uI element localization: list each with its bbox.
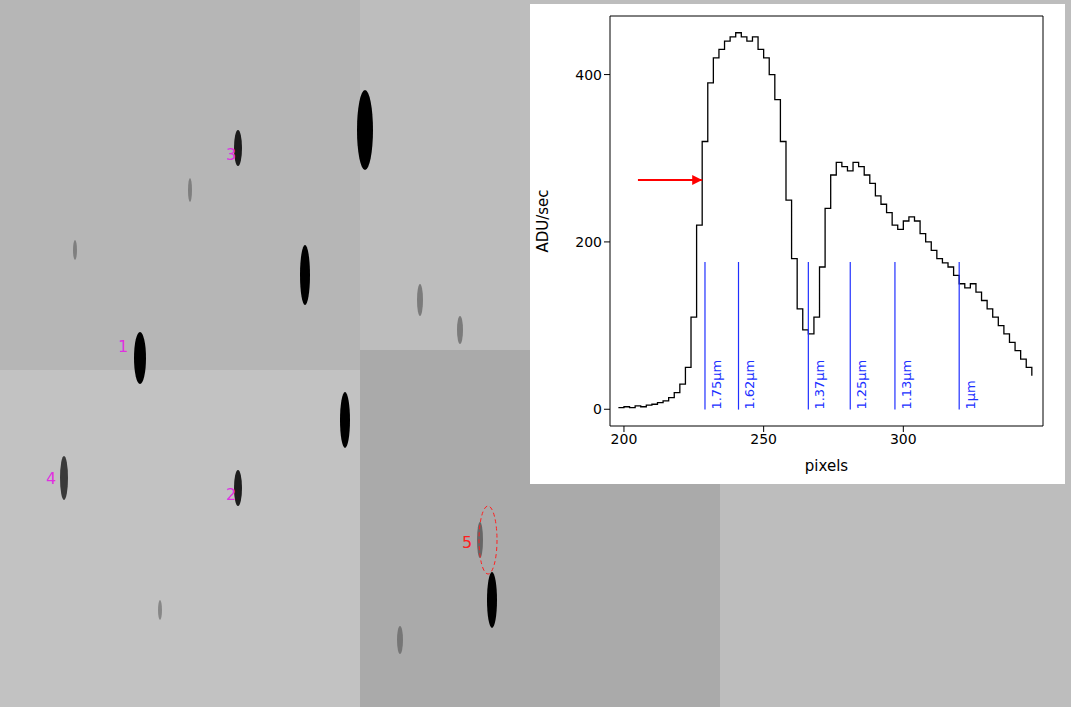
- svg-text:300: 300: [890, 431, 917, 447]
- svg-text:ADU/sec: ADU/sec: [534, 189, 552, 252]
- svg-text:pixels: pixels: [805, 457, 849, 475]
- svg-text:250: 250: [750, 431, 777, 447]
- svg-text:1μm: 1μm: [963, 380, 978, 409]
- svg-text:1.25μm: 1.25μm: [854, 360, 869, 410]
- svg-text:2: 2: [226, 485, 236, 504]
- svg-text:400: 400: [575, 67, 602, 83]
- svg-text:1: 1: [118, 337, 128, 356]
- svg-text:5: 5: [462, 533, 472, 552]
- svg-text:0: 0: [593, 401, 602, 417]
- svg-text:1.37μm: 1.37μm: [812, 360, 827, 410]
- svg-text:3: 3: [226, 145, 236, 164]
- svg-text:1.62μm: 1.62μm: [742, 360, 757, 410]
- svg-text:200: 200: [575, 234, 602, 250]
- svg-text:4: 4: [46, 469, 56, 488]
- svg-text:1.13μm: 1.13μm: [899, 360, 914, 410]
- svg-text:1.75μm: 1.75μm: [709, 360, 724, 410]
- svg-text:200: 200: [611, 431, 638, 447]
